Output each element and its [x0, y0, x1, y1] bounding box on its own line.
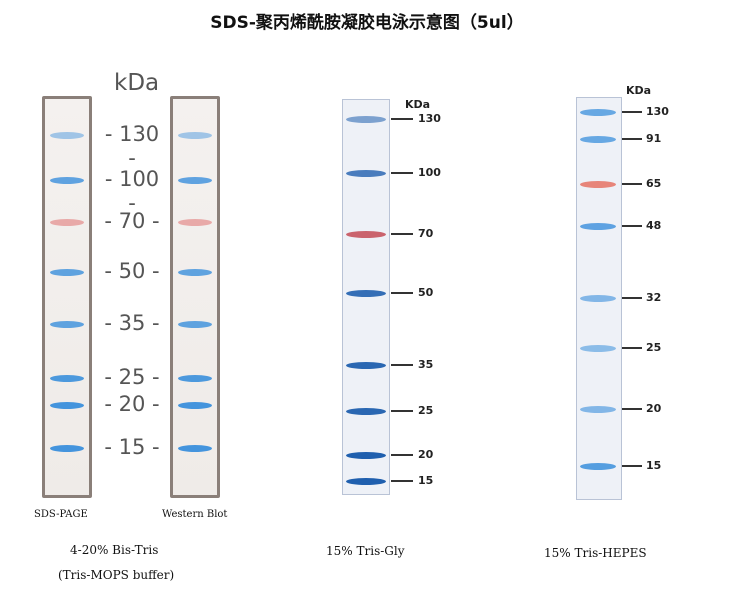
protein-band	[346, 362, 386, 369]
kda-unit-label: KDa	[626, 84, 652, 97]
marker-label: - 15 -	[104, 435, 160, 459]
protein-band	[178, 219, 212, 226]
gel-lane-western-blot	[170, 96, 220, 498]
protein-band	[178, 321, 212, 328]
marker-tick	[391, 292, 413, 294]
marker-tick	[391, 480, 413, 482]
protein-band	[580, 223, 616, 230]
kda-unit-label: kDa	[114, 70, 160, 96]
marker-tick	[391, 410, 413, 412]
protein-band	[178, 375, 212, 382]
marker-label: 100	[418, 166, 441, 179]
marker-label: - 70 -	[104, 209, 160, 233]
marker-tick	[622, 408, 642, 410]
protein-band	[178, 132, 212, 139]
protein-band	[580, 345, 616, 352]
gel-type-label: 15% Tris-HEPES	[544, 546, 647, 560]
marker-tick	[391, 118, 413, 120]
protein-band	[580, 181, 616, 188]
marker-label: 25	[418, 404, 434, 417]
protein-band	[178, 177, 212, 184]
marker-label: 65	[646, 177, 662, 190]
protein-band	[50, 445, 84, 452]
marker-label: - 20 -	[104, 392, 160, 416]
marker-tick	[622, 297, 642, 299]
marker-label: - 130 -	[104, 122, 160, 170]
protein-band	[346, 116, 386, 123]
marker-label: - 100 -	[104, 167, 160, 215]
marker-label: 91	[646, 132, 662, 145]
marker-label: 25	[646, 341, 662, 354]
lane-label-sds-page: SDS-PAGE	[34, 509, 88, 520]
protein-band	[580, 406, 616, 413]
marker-tick	[622, 138, 642, 140]
page-title: SDS-聚丙烯酰胺凝胶电泳示意图（5ul）	[210, 13, 524, 33]
marker-tick	[391, 364, 413, 366]
gel-lane-sds-page	[42, 96, 92, 498]
marker-label: 20	[418, 448, 434, 461]
marker-label: - 25 -	[104, 365, 160, 389]
gel-lane	[342, 99, 390, 495]
protein-band	[346, 290, 386, 297]
kda-unit-label: KDa	[405, 98, 431, 111]
protein-band	[580, 136, 616, 143]
marker-tick	[622, 347, 642, 349]
marker-label: 15	[646, 459, 662, 472]
gel-type-label: 4-20% Bis-Tris	[70, 543, 159, 557]
protein-band	[50, 375, 84, 382]
marker-tick	[391, 233, 413, 235]
buffer-label: (Tris-MOPS buffer)	[58, 568, 175, 582]
protein-band	[178, 269, 212, 276]
marker-label: 15	[418, 474, 434, 487]
protein-band	[346, 408, 386, 415]
protein-band	[580, 109, 616, 116]
marker-label: 50	[418, 286, 434, 299]
gel-type-label: 15% Tris-Gly	[326, 544, 405, 558]
marker-tick	[391, 454, 413, 456]
marker-tick	[622, 465, 642, 467]
marker-label: 35	[418, 358, 434, 371]
protein-band	[50, 132, 84, 139]
marker-tick	[622, 111, 642, 113]
protein-band	[346, 231, 386, 238]
protein-band	[346, 170, 386, 177]
protein-band	[50, 219, 84, 226]
marker-tick	[391, 172, 413, 174]
protein-band	[50, 321, 84, 328]
protein-band	[50, 177, 84, 184]
protein-band	[346, 452, 386, 459]
protein-band	[50, 402, 84, 409]
protein-band	[580, 463, 616, 470]
marker-tick	[622, 183, 642, 185]
marker-label: 20	[646, 402, 662, 415]
marker-label: - 35 -	[104, 311, 160, 335]
marker-tick	[622, 225, 642, 227]
protein-band	[50, 269, 84, 276]
marker-label: 32	[646, 291, 662, 304]
marker-label: - 50 -	[104, 259, 160, 283]
marker-label: 48	[646, 219, 662, 232]
protein-band	[580, 295, 616, 302]
marker-label: 130	[646, 105, 669, 118]
protein-band	[178, 445, 212, 452]
marker-label: 130	[418, 112, 441, 125]
lane-label-western-blot: Western Blot	[162, 509, 228, 520]
marker-label: 70	[418, 227, 434, 240]
protein-band	[178, 402, 212, 409]
protein-band	[346, 478, 386, 485]
